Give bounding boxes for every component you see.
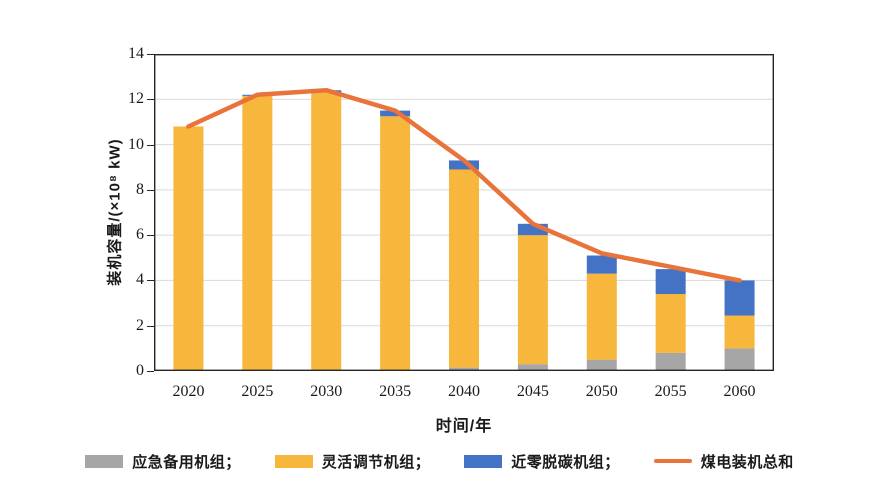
bar-segment xyxy=(449,160,479,170)
bar-segment xyxy=(380,110,411,117)
y-tick-mark xyxy=(147,235,154,237)
bar-segment xyxy=(655,294,686,353)
y-axis-title: 装机容量/(×10⁸ kW) xyxy=(106,138,124,286)
bar-segment xyxy=(724,280,755,316)
legend-box-swatch xyxy=(274,454,313,468)
y-tick-mark xyxy=(147,280,154,282)
total-line xyxy=(186,87,742,283)
bar-segment xyxy=(380,116,411,371)
x-tick-label: 2055 xyxy=(654,383,687,400)
bar-segment xyxy=(655,352,686,371)
legend-box-swatch xyxy=(85,454,124,468)
legend-item: 煤电装机总和 xyxy=(653,451,794,472)
legend-label: 应急备用机组； xyxy=(132,453,241,471)
y-tick-mark xyxy=(147,189,154,191)
y-tick-label: 14 xyxy=(128,45,144,62)
y-tick-label: 2 xyxy=(136,316,144,334)
y-tick-label: 4 xyxy=(136,271,144,289)
x-tick-label: 2040 xyxy=(447,383,480,400)
legend-line-swatch xyxy=(653,459,692,463)
x-tick-label: 2020 xyxy=(172,383,205,400)
legend-item: 灵活调节机组； xyxy=(274,451,431,472)
y-tick-label: 8 xyxy=(136,180,144,198)
bar-segment xyxy=(449,367,479,371)
bar-segment xyxy=(242,95,273,371)
legend: 应急备用机组； 灵活调节机组； 近零脱碳机组； 煤电装机总和 xyxy=(0,448,879,474)
legend-item: 应急备用机组； xyxy=(85,451,241,472)
bar-segment xyxy=(517,235,548,365)
y-tick-label: 6 xyxy=(136,226,144,244)
x-tick-label: 2035 xyxy=(379,383,412,400)
legend-label: 灵活调节机组； xyxy=(321,453,431,471)
plot-area xyxy=(154,54,774,371)
bar-segment xyxy=(586,273,617,360)
bar-segment xyxy=(449,169,479,368)
bar-segment xyxy=(586,359,617,371)
x-tick-label: 2045 xyxy=(516,383,549,400)
x-axis-title: 时间/年 xyxy=(435,418,493,435)
y-tick-mark xyxy=(147,371,154,372)
bar-segment xyxy=(724,315,755,349)
y-tick-mark xyxy=(147,99,154,101)
legend-label: 煤电装机总和 xyxy=(700,453,794,471)
y-tick-mark xyxy=(147,144,154,146)
bar-segment xyxy=(173,126,204,371)
bar-segment xyxy=(517,223,548,236)
y-tick-label: 12 xyxy=(128,90,144,108)
y-tick-mark xyxy=(147,54,154,55)
bar-segment xyxy=(311,92,342,371)
bar-segment xyxy=(655,269,686,295)
y-tick-label: 10 xyxy=(128,135,144,153)
x-tick-label: 2060 xyxy=(723,383,756,400)
legend-box-swatch xyxy=(464,454,503,468)
legend-item: 近零脱碳机组； xyxy=(464,451,620,472)
x-tick-label: 2030 xyxy=(310,383,343,400)
y-tick-label: 0 xyxy=(136,362,144,379)
x-tick-label: 2025 xyxy=(241,383,274,400)
bar-segment xyxy=(586,255,617,274)
y-tick-mark xyxy=(147,325,154,327)
legend-label: 近零脱碳机组； xyxy=(511,453,620,471)
chart-canvas xyxy=(154,54,774,371)
bar-segment xyxy=(724,348,755,371)
x-tick-label: 2050 xyxy=(585,383,618,400)
bar-segment xyxy=(517,364,548,371)
plot-border xyxy=(154,54,774,371)
